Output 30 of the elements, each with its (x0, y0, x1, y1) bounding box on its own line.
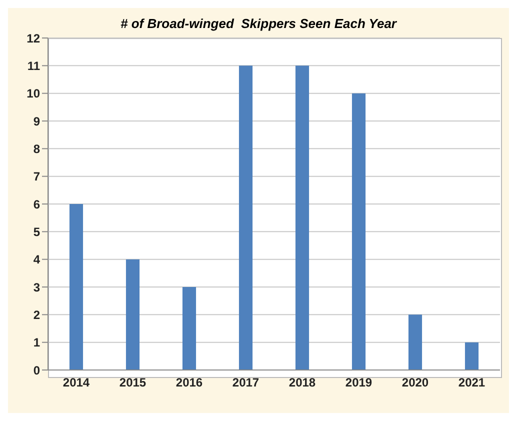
x-tick-label: 2016 (176, 376, 203, 390)
y-tick-label: 3 (33, 280, 40, 294)
y-tick-label: 1 (33, 336, 40, 350)
bar (352, 93, 366, 370)
bar (182, 287, 196, 370)
y-tick-label: 0 (33, 363, 40, 378)
y-tick-label: 7 (33, 170, 40, 184)
y-tick-label: 11 (27, 58, 40, 73)
x-tick-label: 2017 (232, 376, 260, 390)
x-tick-label: 2018 (288, 376, 316, 390)
bar (69, 204, 84, 370)
x-tick-label: 2019 (345, 376, 372, 390)
x-tick-label: 2015 (119, 376, 146, 390)
y-tick-label: 12 (26, 31, 40, 46)
x-tick-label: 2021 (458, 376, 486, 390)
y-tick-label: 9 (33, 114, 40, 128)
bar (408, 314, 422, 370)
bar (464, 342, 479, 370)
bar (295, 66, 310, 370)
chart-title: # of Broad-winged Skippers Seen Each Year (120, 16, 398, 31)
y-tick-label: 6 (33, 197, 40, 212)
y-tick-label: 4 (33, 252, 40, 267)
x-tick-label: 2020 (402, 376, 429, 390)
bar (238, 66, 253, 370)
y-tick-label: 10 (26, 86, 40, 101)
y-tick-label: 8 (33, 142, 40, 156)
x-tick-label: 2014 (62, 376, 90, 390)
bar (126, 259, 140, 370)
y-tick-label: 2 (33, 308, 40, 322)
y-tick-label: 5 (33, 224, 40, 239)
